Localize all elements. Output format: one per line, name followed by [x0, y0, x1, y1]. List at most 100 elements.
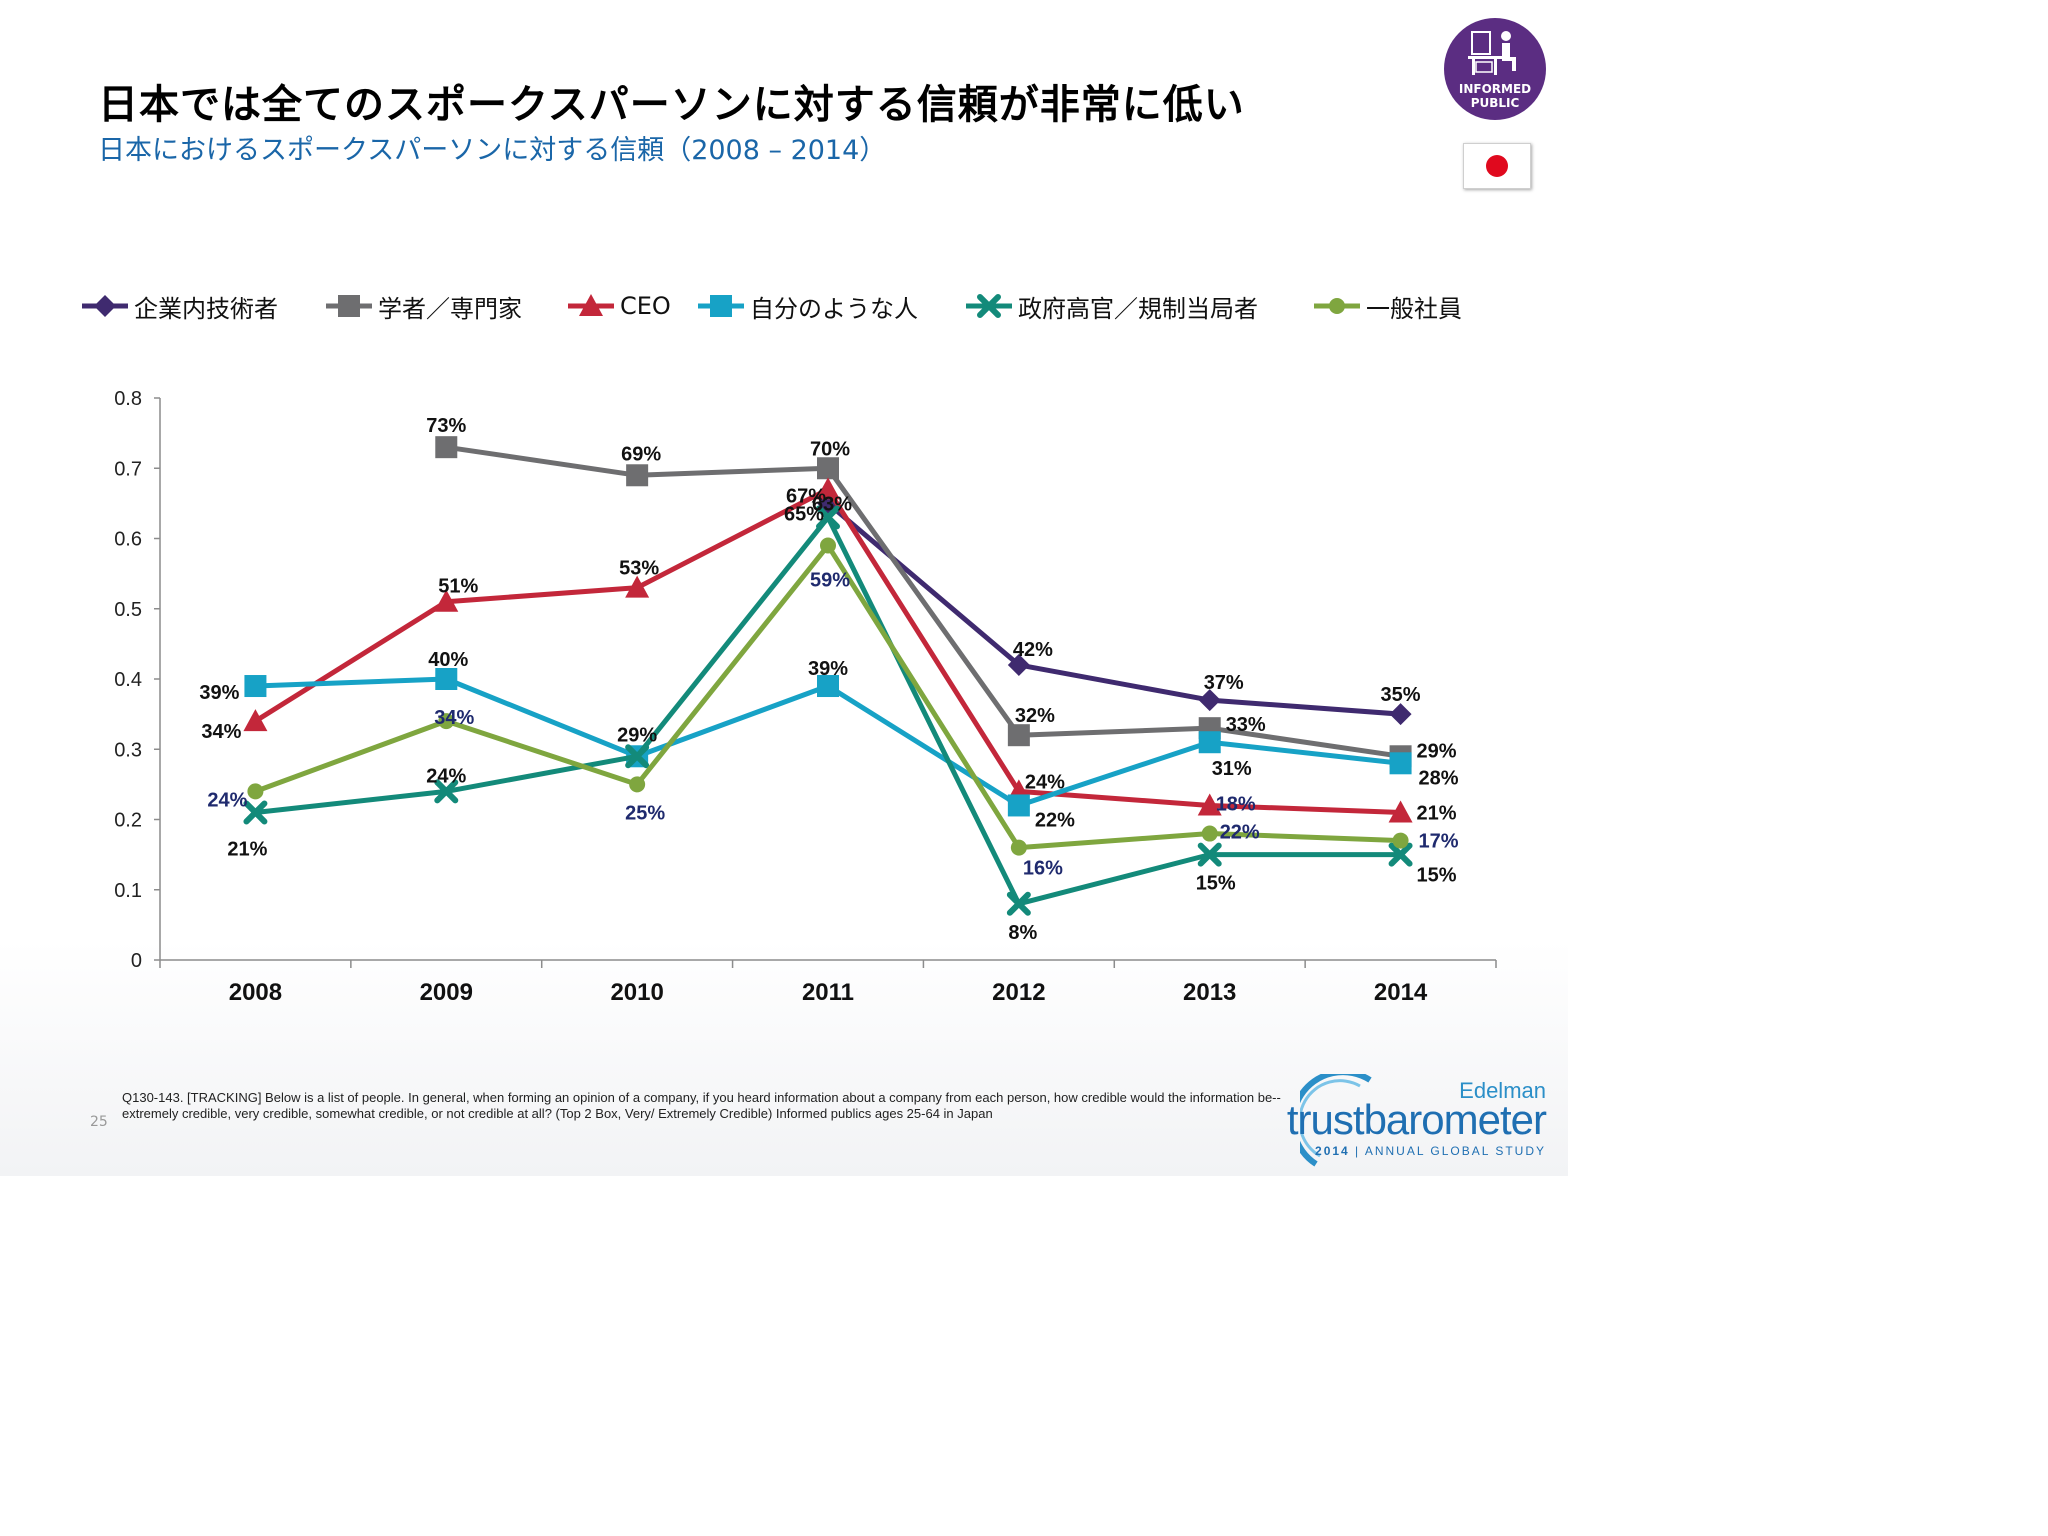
data-point-gov: [434, 779, 459, 804]
data-point-gov: [816, 505, 840, 530]
data-label-gov: 8%: [1008, 922, 1037, 944]
page-number: 25: [90, 1114, 108, 1130]
data-point-ceo: [434, 589, 459, 612]
data-point-peer: [435, 668, 458, 690]
data-point-academic: [817, 457, 839, 480]
legend-item-tech: 企業内技術者: [80, 286, 278, 326]
legend-swatch-academic: [326, 295, 372, 317]
data-label-gov: 15%: [1196, 873, 1236, 895]
y-tick-label: 0.1: [114, 880, 142, 902]
legend-item-peer: 自分のような人: [696, 286, 918, 326]
legend-item-academic: 学者／専門家: [324, 286, 522, 326]
data-label-tech: 37%: [1204, 672, 1244, 694]
legend-label: CEO: [620, 292, 671, 320]
data-point-tech: [1007, 653, 1030, 676]
legend-swatch-tech: [82, 295, 128, 317]
data-label-ceo: 53%: [619, 558, 659, 580]
brand-study: ANNUAL GLOBAL STUDY: [1364, 1144, 1546, 1158]
data-point-peer: [1389, 752, 1412, 775]
y-tick-label: 0.2: [114, 810, 142, 832]
informed-public-badge: INFORMED PUBLIC: [1444, 18, 1546, 120]
brand-year: 2014: [1315, 1144, 1350, 1158]
data-label-gov: 63%: [812, 493, 852, 515]
data-point-academic: [1007, 724, 1030, 747]
data-point-ceo: [243, 709, 268, 732]
legend-item-ceo: CEO: [566, 286, 671, 326]
person-at-desk-icon: [1468, 31, 1516, 75]
data-point-ceo: [1388, 800, 1413, 823]
data-point-gov: [1006, 891, 1031, 916]
data-label-peer: 28%: [1419, 767, 1459, 789]
legend-marker-gov: [977, 294, 1001, 318]
data-point-tech: [1389, 703, 1412, 726]
badge-line-2: PUBLIC: [1470, 96, 1520, 110]
data-point-employee: [1201, 825, 1218, 842]
flag-sun: [1486, 155, 1508, 177]
x-tick-label: 2012: [992, 979, 1045, 1006]
data-label-academic: 32%: [1015, 705, 1055, 727]
data-point-peer: [1198, 731, 1221, 754]
legend-marker-tech: [94, 295, 116, 317]
data-label-employee: 59%: [810, 570, 850, 592]
data-point-employee: [438, 713, 455, 730]
data-point-ceo: [1197, 793, 1222, 816]
data-label-peer: 40%: [428, 649, 468, 671]
x-tick-label: 2010: [610, 979, 663, 1006]
page-title: 日本では全てのスポークスパーソンに対する信頼が非常に低い: [98, 82, 1245, 128]
chart-legend: 企業内技術者 学者／専門家 CEO 自分のような人 政府高官／規制当局者 一般社員: [80, 286, 1560, 326]
japan-flag-icon: [1463, 143, 1531, 189]
brand-product: trustbarometer: [1286, 1096, 1547, 1143]
data-label-ceo: 67%: [786, 485, 826, 507]
edelman-trustbarometer-logo: Edelman trustbarometer 2014 | ANNUAL GLO…: [1287, 1072, 1560, 1176]
legend-label: 政府高官／規制当局者: [1018, 294, 1258, 323]
data-label-ceo: 21%: [1417, 802, 1457, 824]
data-point-ceo: [816, 477, 840, 500]
legend-marker-ceo: [579, 294, 603, 316]
data-point-gov: [1388, 842, 1413, 867]
data-point-academic: [435, 436, 458, 459]
data-point-employee: [1010, 839, 1027, 856]
legend-label: 自分のような人: [750, 294, 918, 323]
y-tick-label: 0.6: [114, 529, 142, 551]
line-chart: 0 0.1 0.2 0.3 0.4 0.5 0.6 0.7 0.8 2008 2009 2010 201…: [114, 388, 1497, 1006]
series-gov: [243, 505, 1413, 916]
data-label-employee: 34%: [434, 707, 474, 729]
data-point-ceo: [625, 575, 650, 598]
data-label-employee: 25%: [625, 802, 665, 824]
data-point-tech: [1198, 689, 1221, 712]
data-label-tech: 65%: [784, 503, 824, 525]
data-point-peer: [244, 675, 267, 698]
data-label-employee: 16%: [1023, 858, 1063, 880]
data-point-employee: [1392, 832, 1409, 849]
x-tick-label: 2013: [1183, 979, 1236, 1006]
data-label-gov: 21%: [227, 838, 267, 860]
y-tick-label: 0.5: [114, 599, 142, 621]
data-point-peer: [817, 675, 839, 698]
logo-arc-icon: [1300, 1074, 1372, 1167]
legend-item-employee: 一般社員: [1312, 286, 1462, 326]
data-label-peer: 22%: [1035, 809, 1075, 831]
y-tick-label: 0: [131, 950, 142, 972]
data-label-gov: 24%: [426, 765, 466, 787]
series-line-academic: [445, 444, 1401, 759]
legend-marker-peer: [710, 295, 732, 317]
data-label-peer: 39%: [199, 682, 239, 704]
x-tick-label: 2008: [229, 979, 282, 1006]
y-tick-label: 0.7: [114, 458, 142, 480]
series-employee: [247, 537, 1409, 856]
data-label-academic: 70%: [810, 438, 850, 460]
legend-marker-employee: [1329, 298, 1345, 314]
data-label-peer: 29%: [617, 724, 657, 746]
data-label-academic: 69%: [621, 443, 661, 465]
data-label-gov: 15%: [1417, 865, 1457, 887]
legend-marker-academic: [338, 295, 360, 317]
data-label-peer: 31%: [1212, 758, 1252, 780]
brand-year-study: 2014 | ANNUAL GLOBAL STUDY: [1315, 1144, 1546, 1158]
data-label-employee: 24%: [207, 789, 247, 811]
data-point-gov: [625, 744, 650, 769]
slide-background: [0, 940, 1568, 1176]
y-tick-label: 0.8: [114, 388, 142, 410]
legend-label: 一般社員: [1366, 294, 1462, 323]
footnote: Q130-143. [TRACKING] Below is a list of …: [122, 1090, 1281, 1121]
x-tick-label: 2011: [802, 979, 854, 1006]
